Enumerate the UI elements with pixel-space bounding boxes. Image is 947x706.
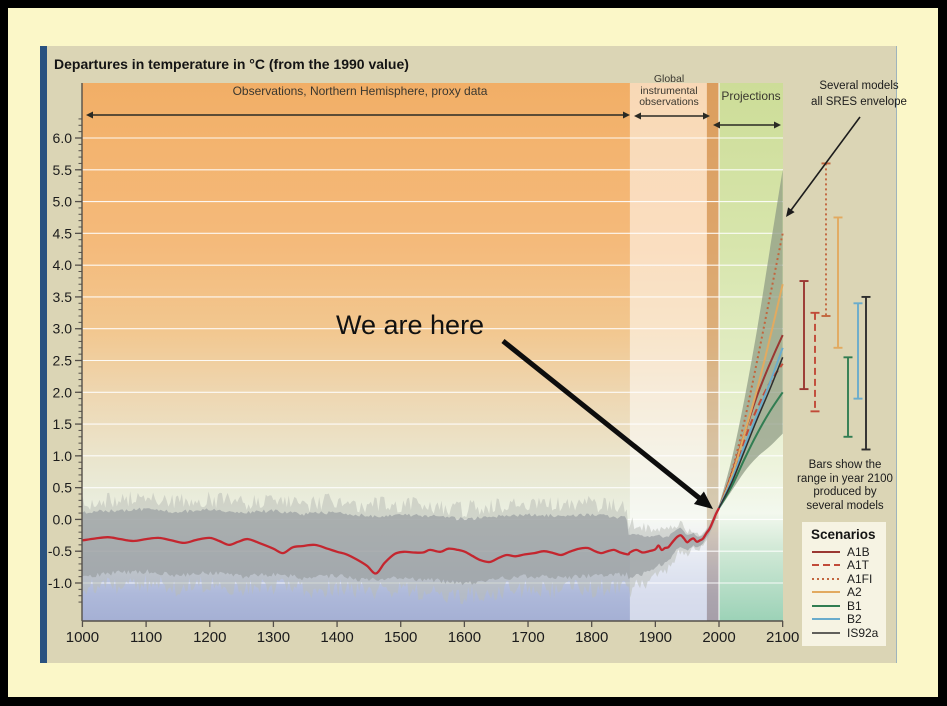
- y-tick-label: -0.5: [48, 543, 72, 559]
- chart-title: Departures in temperature in °C (from th…: [54, 56, 409, 72]
- x-tick-label: 2000: [702, 629, 735, 646]
- annotation-line: observations: [639, 96, 699, 108]
- y-tick-label: 4.5: [53, 225, 73, 241]
- y-tick-label: 3.0: [53, 321, 73, 337]
- y-tick-label: 4.0: [53, 257, 73, 273]
- y-tick-label: -1.0: [48, 575, 72, 591]
- legend-swatch-A1FI: [812, 577, 840, 580]
- annotation-line: all SRES envelope: [811, 96, 907, 108]
- legend-item-IS92a: IS92a: [811, 626, 886, 640]
- legend-label: A1T: [847, 558, 870, 573]
- legend-label: A2: [847, 585, 862, 600]
- annotation-proxy-observations: Observations, Northern Hemisphere, proxy…: [232, 84, 488, 98]
- instrumental-span-arrow-head: [703, 112, 710, 120]
- annotation-line: several models: [806, 499, 884, 512]
- legend-box: Scenarios A1B A1T A1FI A2 B1 B2 IS92a: [802, 522, 886, 646]
- x-tick-label: 1200: [193, 629, 226, 646]
- annotation-sres-envelope: Several models all SRES envelope: [796, 78, 922, 110]
- legend-label: A1B: [847, 544, 870, 559]
- y-tick-label: 0.5: [53, 480, 73, 496]
- legend-item-A1B: A1B: [811, 545, 886, 559]
- scenario-line-B2: [718, 347, 784, 509]
- sres-envelope: [719, 169, 783, 510]
- x-tick-label: 1400: [320, 629, 353, 646]
- accent-bar: [40, 46, 47, 663]
- x-tick-label: 1800: [575, 629, 608, 646]
- y-tick-label: 5.5: [53, 162, 73, 178]
- legend-label: B2: [847, 612, 862, 627]
- legend-swatch-B1: [812, 604, 840, 607]
- legend-item-A2: A2: [811, 585, 886, 600]
- legend-swatch-B2: [812, 618, 840, 621]
- projections-span-arrow-head: [713, 121, 720, 129]
- projections-span-arrow-head: [774, 121, 781, 129]
- annotation-global-instrumental: Global instrumental observations: [628, 73, 710, 109]
- y-tick-label: 1.5: [53, 416, 73, 432]
- y-tick-label: 2.0: [53, 384, 73, 400]
- legend-label: IS92a: [847, 625, 879, 640]
- annotation-line: Bars show the: [808, 459, 882, 471]
- x-tick-label: 1300: [257, 629, 290, 646]
- legend-swatch-IS92a: [812, 632, 840, 634]
- annotation-line: Global: [653, 73, 685, 85]
- annotation-projections: Projections: [721, 89, 781, 103]
- instrumental-span-arrow-head: [634, 112, 641, 120]
- x-tick-label: 1100: [130, 629, 162, 646]
- scenario-line-A1FI: [718, 233, 784, 509]
- x-tick-label: 1000: [66, 629, 99, 646]
- legend-swatch-A2: [812, 591, 840, 594]
- scenario-line-IS92a: [718, 357, 784, 509]
- y-tick-label: 6.0: [53, 130, 73, 146]
- legend-item-A1FI: A1FI: [811, 572, 886, 586]
- legend-item-A1T: A1T: [811, 558, 886, 573]
- envelope-pointer-arrow: [788, 116, 861, 214]
- y-tick-label: 3.5: [53, 289, 73, 305]
- we-are-here-arrow: [501, 339, 707, 505]
- legend-label: B1: [847, 598, 862, 613]
- legend-swatch-A1T: [812, 564, 840, 567]
- scenario-line-A2: [718, 283, 784, 509]
- observed-temperature-line: [82, 507, 721, 575]
- we-are-here-label: We are here: [336, 310, 485, 340]
- annotation-line: Several models: [819, 80, 899, 92]
- annotation-line: range in year 2100: [797, 472, 893, 485]
- y-tick-label: 5.0: [53, 194, 73, 210]
- region-transition-strip: [706, 83, 719, 621]
- annotation-line: instrumental: [640, 84, 698, 97]
- legend-label: A1FI: [847, 571, 873, 586]
- we-are-here-arrow-head: [693, 491, 713, 509]
- y-tick-label: 2.5: [53, 352, 73, 368]
- legend-title: Scenarios: [811, 527, 876, 542]
- y-tick-label: 1.0: [53, 448, 73, 464]
- legend-rows: A1B A1T A1FI A2 B1 B2 IS92a: [811, 545, 886, 640]
- legend-item-B1: B1: [811, 599, 886, 613]
- annotation-bars-note: Bars show the range in year 2100 produce…: [790, 459, 900, 513]
- x-tick-label: 1900: [639, 629, 672, 646]
- annotation-line: produced by: [813, 486, 877, 498]
- x-tick-label: 1700: [511, 629, 544, 646]
- proxy-span-arrow-head: [623, 111, 630, 119]
- x-tick-label: 1500: [384, 629, 417, 646]
- legend-swatch-A1B: [812, 550, 840, 553]
- envelope-pointer-arrow-head: [786, 207, 795, 217]
- proxy-band-inner: [82, 507, 717, 586]
- proxy-span-arrow-head: [86, 111, 93, 119]
- legend-item-B2: B2: [811, 612, 886, 627]
- x-tick-label: 1600: [448, 629, 481, 646]
- x-tick-label: 2100: [766, 629, 799, 646]
- scenario-line-B1: [718, 391, 784, 509]
- y-tick-label: 0.0: [53, 511, 73, 527]
